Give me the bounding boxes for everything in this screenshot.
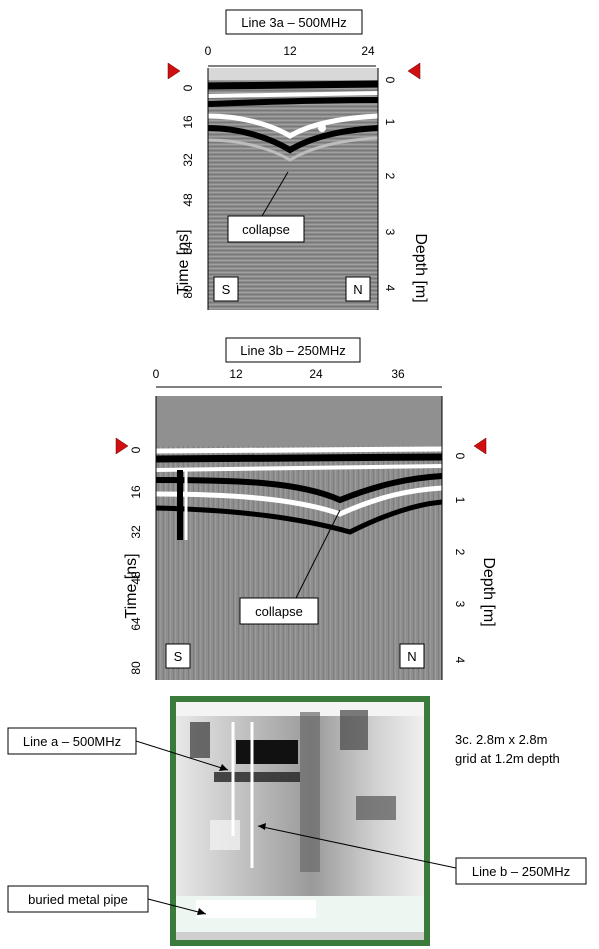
panel-b-left-marker-icon bbox=[115, 437, 129, 455]
panel-b-depth-tick: 1 bbox=[453, 497, 467, 504]
panel-c-pipe-pointer bbox=[147, 898, 207, 915]
panel-a-depth-label: Depth [m] bbox=[412, 233, 429, 302]
panel-b-x-tick: 12 bbox=[229, 367, 243, 381]
panel-c-line-b-box bbox=[455, 857, 587, 885]
panel-a-title: Line 3a – 500MHz bbox=[241, 15, 347, 30]
panel-a-depth-tick: 2 bbox=[383, 173, 397, 180]
panel-a-x-tick: 0 bbox=[205, 44, 212, 58]
panel-c-line-a-arrow-icon bbox=[219, 764, 228, 771]
panel-b-x-ticks: 0 12 24 36 bbox=[153, 367, 405, 381]
panel-c-line-b-label: Line b – 250MHz bbox=[472, 864, 570, 879]
panel-a: Line 3a – 500MHz 0 12 24 0 16 32 48 bbox=[167, 9, 429, 310]
panel-a-time-tick: 0 bbox=[181, 84, 195, 91]
panel-a-time-tick: 16 bbox=[181, 115, 195, 129]
panel-b-time-tick: 64 bbox=[129, 617, 143, 631]
panel-b-x-tick: 0 bbox=[153, 367, 160, 381]
panel-b-title-box bbox=[225, 337, 361, 363]
panel-b-collapse-label: collapse bbox=[255, 604, 303, 619]
panel-b-x-tick: 36 bbox=[391, 367, 405, 381]
panel-a-x-tick: 24 bbox=[361, 44, 375, 58]
panel-b-time-tick: 16 bbox=[129, 485, 143, 499]
panel-a-collapse-pointer bbox=[261, 171, 289, 217]
panel-b-depth-tick: 4 bbox=[453, 657, 467, 664]
panel-a-depth-tick: 0 bbox=[383, 77, 397, 84]
panel-c-pipe-label: buried metal pipe bbox=[28, 892, 128, 907]
panel-b-depth-tick: 0 bbox=[453, 453, 467, 460]
panel-c-caption-line2: grid at 1.2m depth bbox=[455, 751, 560, 766]
panel-c-line-b-arrow-icon bbox=[258, 823, 266, 830]
panel-a-radargram bbox=[207, 68, 379, 310]
panel-a-collapse-box bbox=[227, 215, 305, 243]
panel-b-radargram bbox=[155, 396, 443, 680]
panel-c-anomalies bbox=[176, 702, 424, 940]
panel-a-x-tick: 12 bbox=[283, 44, 297, 58]
panel-b-collapse-pointer bbox=[295, 509, 341, 599]
panel-b-depth-label: Depth [m] bbox=[480, 557, 497, 626]
panel-a-depth-tick: 4 bbox=[383, 285, 397, 292]
panel-a-x-ticks: 0 12 24 bbox=[205, 44, 375, 58]
panel-a-time-tick: 48 bbox=[181, 193, 195, 207]
panel-a-n-label: N bbox=[353, 282, 362, 297]
panel-c-caption-line1: 3c. 2.8m x 2.8m bbox=[455, 732, 547, 747]
panel-b-depth-ticks: 0 1 2 3 4 bbox=[453, 453, 467, 664]
panel-c-pipe-arrow-icon bbox=[197, 908, 206, 915]
panel-a-depth-tick: 3 bbox=[383, 229, 397, 236]
panel-a-left-marker-icon bbox=[167, 62, 181, 80]
panel-b-depth-tick: 3 bbox=[453, 601, 467, 608]
panel-a-time-tick: 32 bbox=[181, 153, 195, 167]
panel-a-title-box bbox=[225, 9, 363, 35]
panel-a-time-tick: 64 bbox=[181, 241, 195, 255]
panel-c-line-a-label: Line a – 500MHz bbox=[23, 734, 121, 749]
panel-b-time-ticks: 0 16 32 48 64 80 bbox=[129, 446, 143, 674]
panel-b-depth-tick: 2 bbox=[453, 549, 467, 556]
panel-b-collapse-box bbox=[239, 597, 319, 625]
panel-a-time-ticks: 0 16 32 48 64 80 bbox=[181, 84, 195, 298]
panel-c-line-a-box bbox=[7, 727, 137, 755]
panel-b-time-tick: 0 bbox=[129, 446, 143, 453]
panel-b-x-tick: 24 bbox=[309, 367, 323, 381]
panel-c-line-a-pointer bbox=[135, 740, 229, 771]
panel-a-s-label: S bbox=[222, 282, 231, 297]
panel-b-s-box bbox=[165, 643, 191, 669]
panel-c-pipe-box bbox=[7, 885, 149, 913]
panel-a-time-tick: 80 bbox=[181, 285, 195, 299]
panel-b-time-label: Time [ns] bbox=[123, 553, 140, 618]
panel-a-collapse-label: collapse bbox=[242, 222, 290, 237]
panel-a-right-marker-icon bbox=[407, 62, 421, 80]
panel-b-right-marker-icon bbox=[473, 437, 487, 455]
panel-b-time-tick: 80 bbox=[129, 661, 143, 675]
panel-b-time-tick: 48 bbox=[129, 571, 143, 585]
panel-b-n-label: N bbox=[407, 649, 416, 664]
panel-b-title: Line 3b – 250MHz bbox=[240, 343, 346, 358]
panel-a-s-box bbox=[213, 276, 239, 302]
panel-b-s-label: S bbox=[174, 649, 183, 664]
panel-c: 3c. 2.8m x 2.8m grid at 1.2m depth Line … bbox=[7, 696, 587, 946]
panel-b-time-tick: 32 bbox=[129, 525, 143, 539]
panel-a-depth-tick: 1 bbox=[383, 119, 397, 126]
panel-a-depth-ticks: 0 1 2 3 4 bbox=[383, 77, 397, 292]
panel-c-line-b-pointer bbox=[257, 825, 457, 869]
panel-b: Line 3b – 250MHz 0 12 24 36 0 16 32 48 bbox=[115, 337, 497, 680]
panel-a-n-box bbox=[345, 276, 371, 302]
panel-a-time-label: Time [ns] bbox=[175, 229, 192, 294]
panel-b-n-box bbox=[399, 643, 425, 669]
